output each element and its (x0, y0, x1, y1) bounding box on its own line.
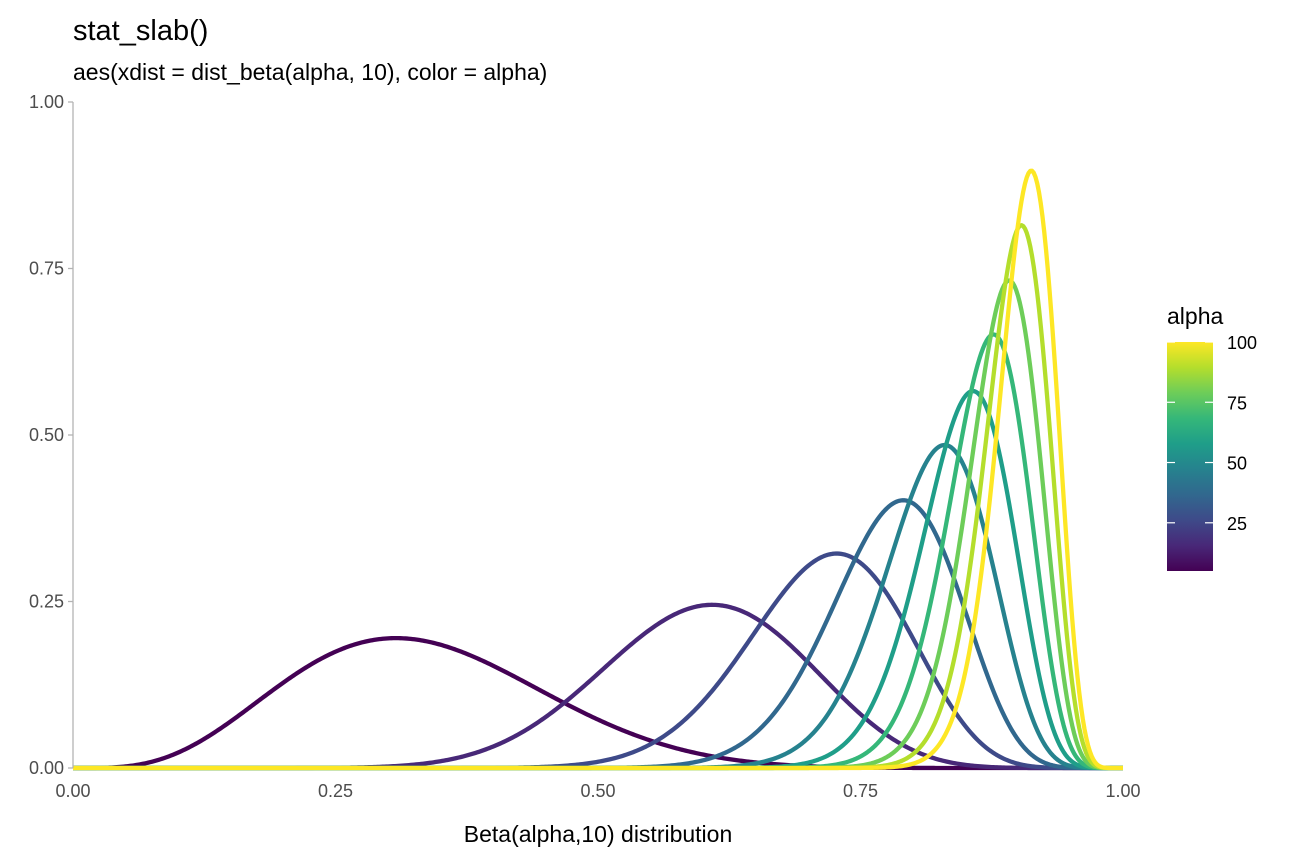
x-tick-label: 1.00 (1105, 781, 1140, 801)
chart-subtitle: aes(xdist = dist_beta(alpha, 10), color … (73, 59, 547, 85)
x-tick-label: 0.00 (55, 781, 90, 801)
legend: alpha 25 50 75 100 (1167, 303, 1257, 571)
legend-label: 100 (1227, 333, 1257, 353)
series-line (72, 602, 1124, 771)
colorbar-ticks: 25 50 75 100 (1167, 333, 1257, 534)
series-layer (72, 168, 1124, 771)
y-tick-label: 0.75 (29, 259, 64, 279)
legend-label: 75 (1227, 393, 1247, 413)
colorbar (1167, 342, 1213, 571)
y-tick-label: 0.25 (29, 592, 64, 612)
y-axis: 0.00 0.25 0.50 0.75 1.00 (29, 92, 73, 778)
plot-area: 0.00 0.25 0.50 0.75 1.00 0.00 0.25 0.50 0.75 1.0… (29, 92, 1141, 801)
x-axis: 0.00 0.25 0.50 0.75 1.00 (55, 781, 1140, 801)
legend-title: alpha (1167, 303, 1223, 329)
chart-title: stat_slab() (73, 15, 208, 47)
y-tick-label: 0.50 (29, 425, 64, 445)
x-tick-label: 0.50 (580, 781, 615, 801)
series-line (72, 635, 1124, 771)
x-tick-label: 0.75 (843, 781, 878, 801)
y-tick-label: 0.00 (29, 758, 64, 778)
y-tick-label: 1.00 (29, 92, 64, 112)
x-axis-title: Beta(alpha,10) distribution (464, 821, 733, 847)
series-line (72, 168, 1124, 771)
series-line (72, 278, 1124, 771)
legend-label: 25 (1227, 514, 1247, 534)
legend-label: 50 (1227, 454, 1247, 474)
x-tick-label: 0.25 (318, 781, 353, 801)
series-line (72, 388, 1124, 771)
